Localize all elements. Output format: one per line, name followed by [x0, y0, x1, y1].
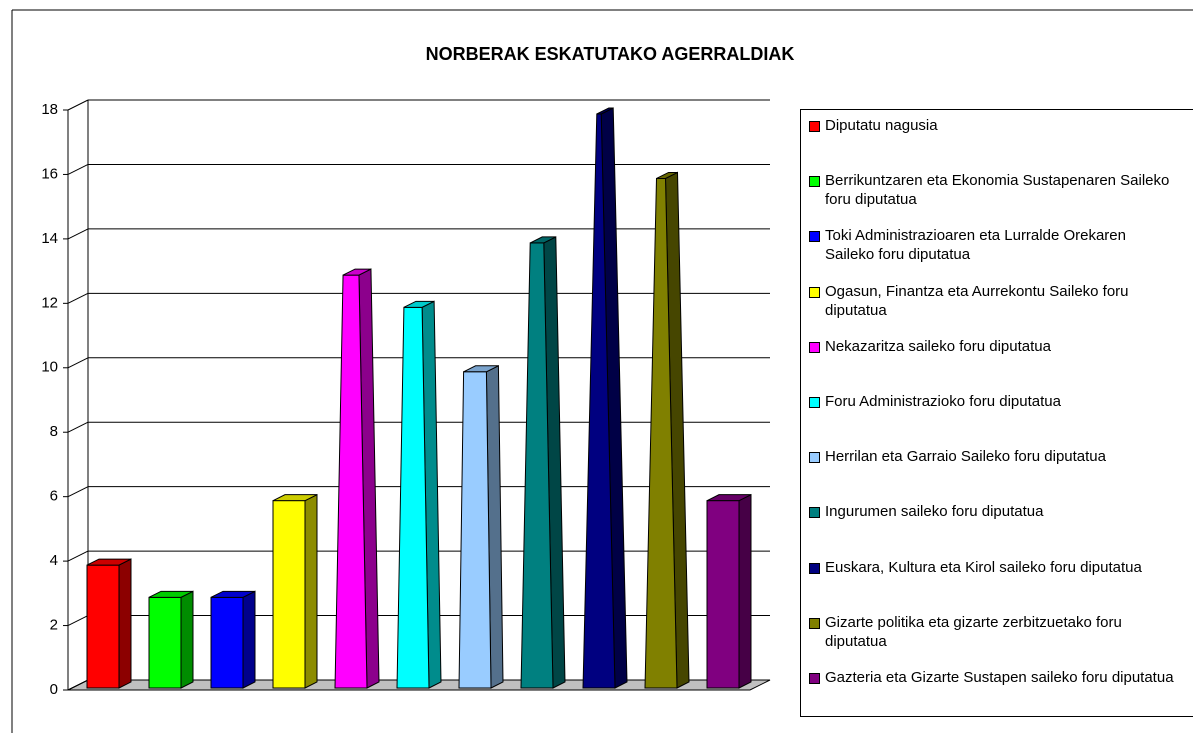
legend-label: Herrilan eta Garraio Saileko foru diputa… — [825, 448, 1106, 466]
bar — [706, 493, 752, 689]
bar-side — [242, 590, 256, 689]
bar-top — [529, 236, 557, 244]
legend-swatch — [809, 176, 820, 188]
legend-swatch — [809, 507, 820, 519]
legend-label: Nekazaritza saileko foru diputatua — [825, 337, 1051, 355]
legend-swatch — [809, 617, 820, 629]
grid-line — [67, 228, 89, 240]
bar — [582, 107, 628, 689]
grid-line — [67, 550, 89, 562]
legend-entry: Ogasun, Finantza eta Aurrekontu Saileko … — [809, 282, 1179, 320]
bar-top — [342, 268, 372, 276]
bar-front — [210, 596, 244, 689]
legend-entry: Toki Administrazioaren eta Lurralde Orek… — [809, 226, 1179, 264]
y-tick-label: 4 — [50, 552, 58, 569]
bar-front — [148, 596, 182, 689]
bar-top — [463, 365, 499, 373]
grid-line — [67, 486, 89, 498]
grid-line — [67, 292, 89, 304]
legend-label: Foru Administrazioko foru diputatua — [825, 393, 1061, 410]
legend: Diputatu nagusia Berrikuntzaren eta Ekono… — [800, 109, 1193, 717]
legend-entry: Herrilan eta Garraio Saileko foru diputa… — [809, 447, 1179, 466]
grid-line — [67, 357, 89, 369]
bar-front — [86, 564, 120, 689]
bar — [272, 493, 318, 689]
legend-entry: Ingurumen saileko foru diputatua — [809, 502, 1179, 521]
legend-entry: Euskara, Kultura eta Kirol saileko foru … — [809, 558, 1179, 577]
bar — [210, 590, 256, 689]
bar-top — [596, 107, 614, 115]
bar — [644, 171, 690, 689]
y-tick-label: 12 — [41, 294, 58, 311]
y-tick-label: 8 — [50, 423, 58, 440]
legend-entry: Gazteria eta Gizarte Sustapen saileko fo… — [809, 668, 1179, 687]
grid-line — [67, 615, 89, 627]
y-tick-label: 16 — [41, 165, 58, 182]
bar-front — [458, 371, 492, 689]
bar-top — [272, 494, 318, 502]
y-tick-label: 0 — [50, 681, 58, 698]
legend-swatch — [809, 121, 820, 132]
legend-swatch — [809, 341, 820, 353]
legend-swatch — [809, 231, 820, 243]
legend-swatch — [809, 397, 820, 408]
bar-side — [738, 493, 752, 689]
y-tick-label: 18 — [41, 101, 58, 118]
legend-swatch — [809, 562, 820, 574]
legend-swatch — [809, 673, 820, 684]
bar — [86, 558, 132, 689]
bar — [334, 268, 380, 689]
legend-label: Berrikuntzaren eta Ekonomia Sustapenaren… — [825, 172, 1170, 209]
bar-top — [403, 300, 435, 308]
grid-line — [67, 99, 89, 111]
bar-top — [148, 590, 194, 598]
bar — [520, 236, 566, 689]
grid-line — [67, 421, 89, 433]
bar-top — [656, 171, 678, 179]
legend-entry: Berrikuntzaren eta Ekonomia Sustapenaren… — [809, 171, 1179, 209]
bar-side — [304, 493, 318, 689]
bar-side — [180, 590, 194, 689]
legend-label: Ingurumen saileko foru diputatua — [825, 503, 1044, 521]
legend-entry: Gizarte politika eta gizarte zerbitzueta… — [809, 613, 1179, 651]
y-tick-label: 10 — [41, 359, 58, 376]
bar — [396, 300, 442, 689]
bar-top — [86, 558, 132, 566]
bar — [458, 364, 504, 689]
bar-side — [118, 558, 132, 689]
legend-label: Diputatu nagusia — [825, 117, 938, 134]
chart-title: NORBERAK ESKATUTAKO AGERRALDIAK — [426, 44, 795, 64]
bar — [148, 590, 194, 689]
legend-label: Toki Administrazioaren eta Lurralde Orek… — [825, 227, 1126, 264]
y-tick-label: 14 — [41, 230, 58, 247]
legend-label: Ogasun, Finantza eta Aurrekontu Saileko … — [825, 282, 1129, 319]
bar-top — [210, 590, 256, 598]
legend-entry: Nekazaritza saileko foru diputatua — [809, 337, 1179, 356]
bar-top — [706, 494, 752, 502]
grid-line — [67, 163, 89, 175]
y-tick-label: 6 — [50, 488, 58, 505]
legend-label: Gizarte politika eta gizarte zerbitzueta… — [825, 613, 1122, 650]
legend-label: Gazteria eta Gizarte Sustapen saileko fo… — [825, 669, 1174, 686]
legend-swatch — [809, 452, 820, 464]
legend-entry: Diputatu nagusia — [809, 116, 1179, 135]
y-tick-label: 2 — [50, 617, 58, 634]
legend-swatch — [809, 286, 820, 298]
bar-front — [272, 500, 306, 689]
legend-entry: Foru Administrazioko foru diputatua — [809, 392, 1179, 411]
legend-label: Euskara, Kultura eta Kirol saileko foru … — [825, 558, 1142, 576]
grid-line — [67, 679, 89, 691]
bar-front — [706, 500, 740, 689]
